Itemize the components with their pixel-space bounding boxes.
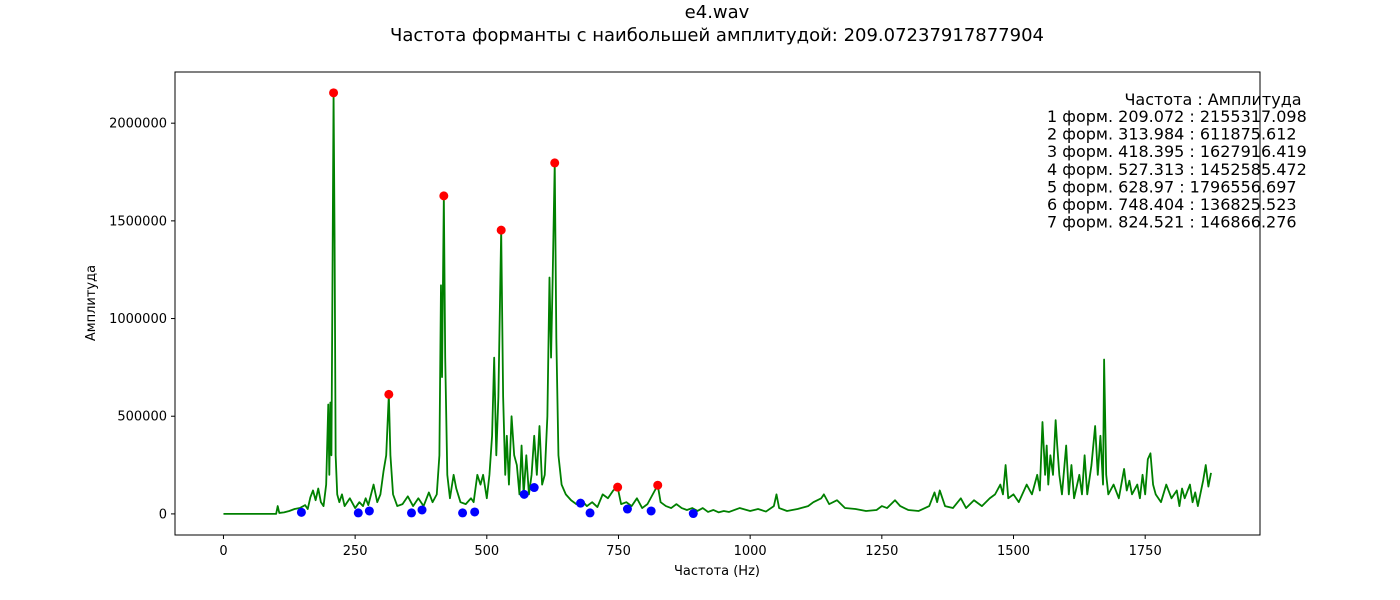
chart-title: e4.wav xyxy=(685,2,750,23)
legend-line: 7 форм. 824.521 : 146866.276 xyxy=(1047,213,1297,232)
valley-marker xyxy=(417,505,427,515)
x-tick-label: 1000 xyxy=(734,544,767,559)
legend-line: 5 форм. 628.97 : 1796556.697 xyxy=(1047,177,1297,196)
x-tick-label: 500 xyxy=(474,544,499,559)
formant-peak-marker xyxy=(329,88,339,98)
valley-marker xyxy=(519,489,529,499)
plot-frame xyxy=(174,71,1261,536)
valley-marker xyxy=(470,507,480,517)
formant-peak-marker xyxy=(653,480,663,490)
legend-line: 4 форм. 527.313 : 1452585.472 xyxy=(1047,160,1307,179)
legend-line: 3 форм. 418.395 : 1627916.419 xyxy=(1047,142,1307,161)
x-tick-label: 1500 xyxy=(997,544,1030,559)
y-tick-label: 1500000 xyxy=(109,214,167,229)
plot-background xyxy=(175,72,1260,535)
formant-legend: Частота : Амплитуда 1 форм. 209.072 : 21… xyxy=(1047,90,1307,232)
y-tick-label: 1000000 xyxy=(109,312,167,327)
formant-peak-marker xyxy=(384,389,394,399)
x-axis-label: Частота (Hz) xyxy=(674,564,760,579)
valley-marker xyxy=(353,508,363,518)
y-tick-label: 500000 xyxy=(117,410,167,425)
x-tick-label: 1250 xyxy=(865,544,898,559)
x-tick-label: 750 xyxy=(606,544,631,559)
legend-header: Частота : Амплитуда xyxy=(1124,90,1301,109)
y-tick-label: 2000000 xyxy=(109,117,167,132)
formant-peak-marker xyxy=(613,482,623,492)
y-axis: 0 500000 1000000 1500000 2000000 xyxy=(109,117,175,522)
valley-marker xyxy=(364,506,374,516)
valley-marker xyxy=(296,507,306,517)
valley-marker xyxy=(406,508,416,518)
valley-marker xyxy=(688,509,698,519)
valley-marker xyxy=(622,504,632,514)
legend-line: 6 форм. 748.404 : 136825.523 xyxy=(1047,195,1297,214)
valley-marker xyxy=(646,506,656,516)
valley-marker xyxy=(458,508,468,518)
x-tick-label: 250 xyxy=(343,544,368,559)
formant-peak-marker xyxy=(439,191,449,201)
formant-peak-marker xyxy=(496,225,506,235)
x-tick-label: 1750 xyxy=(1129,544,1162,559)
valley-marker xyxy=(529,483,539,493)
y-axis-label: Амплитуда xyxy=(84,265,99,341)
legend-line: 1 форм. 209.072 : 2155317.098 xyxy=(1047,107,1307,126)
spectrum-line xyxy=(223,91,1212,515)
x-tick-label: 0 xyxy=(219,544,227,559)
formant-peak-marker xyxy=(550,158,560,168)
series-layer xyxy=(223,88,1212,519)
plot-area xyxy=(174,71,1261,536)
y-tick-label: 0 xyxy=(159,507,167,522)
valley-marker xyxy=(585,508,595,518)
x-axis: 0 250 500 750 1000 1250 1500 1750 xyxy=(219,535,1162,559)
legend-line: 2 форм. 313.984 : 611875.612 xyxy=(1047,125,1297,144)
valley-marker xyxy=(576,498,586,508)
chart-subtitle: Частота форманты с наибольшей амплитудой… xyxy=(390,25,1044,46)
